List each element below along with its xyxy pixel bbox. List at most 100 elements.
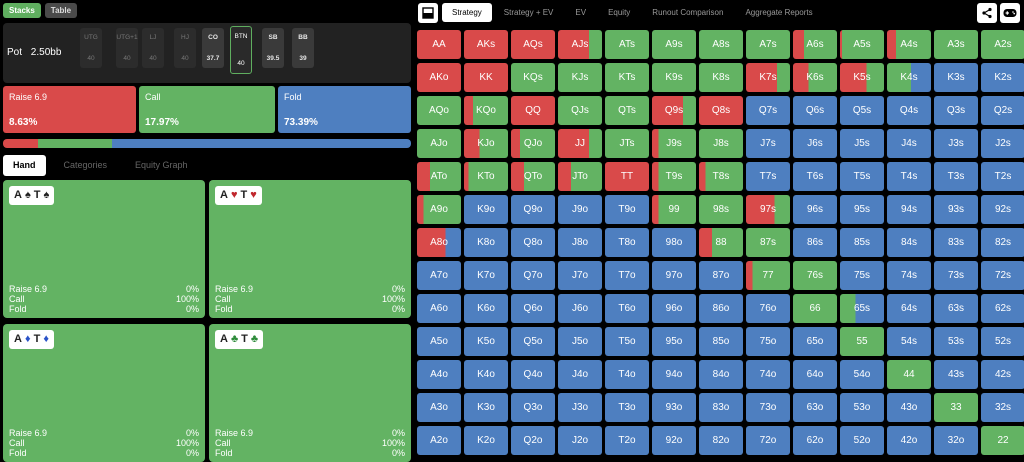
hand-cell-q3s[interactable]: Q3s <box>934 96 978 125</box>
hand-cell-99[interactable]: 99 <box>652 195 696 224</box>
hand-cell-jts[interactable]: JTs <box>605 129 649 158</box>
hand-cell-a8s[interactable]: A8s <box>699 30 743 59</box>
hand-cell-q3o[interactable]: Q3o <box>511 393 555 422</box>
hand-cell-83s[interactable]: 83s <box>934 228 978 257</box>
combo-card-0[interactable]: A ♠ T ♠ Raise 6.9 0% Call 100% Fold 0% <box>3 180 205 318</box>
hand-cell-t2o[interactable]: T2o <box>605 426 649 455</box>
hand-cell-a6o[interactable]: A6o <box>417 294 461 323</box>
hand-cell-85s[interactable]: 85s <box>840 228 884 257</box>
hand-cell-53s[interactable]: 53s <box>934 327 978 356</box>
hand-cell-k4s[interactable]: K4s <box>887 63 931 92</box>
hand-cell-33[interactable]: 33 <box>934 393 978 422</box>
hand-cell-82o[interactable]: 82o <box>699 426 743 455</box>
hand-cell-j2s[interactable]: J2s <box>981 129 1024 158</box>
fold-action-box[interactable]: Fold 73.39% <box>278 86 411 133</box>
hand-cell-t9s[interactable]: T9s <box>652 162 696 191</box>
combo-card-3[interactable]: A ♣ T ♣ Raise 6.9 0% Call 100% Fold 0% <box>209 324 411 462</box>
hand-cell-j6s[interactable]: J6s <box>793 129 837 158</box>
hand-cell-85o[interactable]: 85o <box>699 327 743 356</box>
hand-cell-j8s[interactable]: J8s <box>699 129 743 158</box>
tab-ev[interactable]: EV <box>575 8 587 17</box>
seat-btn[interactable]: BTN 40 <box>230 26 252 74</box>
hand-cell-93o[interactable]: 93o <box>652 393 696 422</box>
hand-cell-j4s[interactable]: J4s <box>887 129 931 158</box>
hand-cell-98s[interactable]: 98s <box>699 195 743 224</box>
hand-cell-j9o[interactable]: J9o <box>558 195 602 224</box>
hand-cell-t6s[interactable]: T6s <box>793 162 837 191</box>
call-action-box[interactable]: Call 17.97% <box>139 86 275 133</box>
hand-cell-87o[interactable]: 87o <box>699 261 743 290</box>
hand-cell-j4o[interactable]: J4o <box>558 360 602 389</box>
hand-cell-a6s[interactable]: A6s <box>793 30 837 59</box>
hand-cell-q5o[interactable]: Q5o <box>511 327 555 356</box>
hand-cell-t8o[interactable]: T8o <box>605 228 649 257</box>
hand-cell-k7o[interactable]: K7o <box>464 261 508 290</box>
hand-cell-k9s[interactable]: K9s <box>652 63 696 92</box>
hand-cell-64s[interactable]: 64s <box>887 294 931 323</box>
layout-toggle-icon[interactable] <box>418 3 438 23</box>
hand-cell-52o[interactable]: 52o <box>840 426 884 455</box>
hand-cell-k3s[interactable]: K3s <box>934 63 978 92</box>
hand-cell-t3o[interactable]: T3o <box>605 393 649 422</box>
hand-cell-ajo[interactable]: AJo <box>417 129 461 158</box>
hand-cell-92s[interactable]: 92s <box>981 195 1024 224</box>
hand-cell-kts[interactable]: KTs <box>605 63 649 92</box>
hand-cell-73o[interactable]: 73o <box>746 393 790 422</box>
hand-cell-a5s[interactable]: A5s <box>840 30 884 59</box>
hand-cell-kqs[interactable]: KQs <box>511 63 555 92</box>
hand-cell-a2o[interactable]: A2o <box>417 426 461 455</box>
hand-cell-qjs[interactable]: QJs <box>558 96 602 125</box>
hand-cell-74s[interactable]: 74s <box>887 261 931 290</box>
hand-cell-q7s[interactable]: Q7s <box>746 96 790 125</box>
hand-cell-t9o[interactable]: T9o <box>605 195 649 224</box>
tab-equity[interactable]: Equity <box>608 8 631 17</box>
hand-cell-k6o[interactable]: K6o <box>464 294 508 323</box>
hand-cell-94o[interactable]: 94o <box>652 360 696 389</box>
share-icon[interactable] <box>977 3 997 23</box>
hand-cell-t7s[interactable]: T7s <box>746 162 790 191</box>
hand-cell-k3o[interactable]: K3o <box>464 393 508 422</box>
hand-cell-k8s[interactable]: K8s <box>699 63 743 92</box>
hand-cell-t5s[interactable]: T5s <box>840 162 884 191</box>
seat-utg-plus-1[interactable]: UTG+1 40 <box>116 28 138 68</box>
seat-hj[interactable]: HJ 40 <box>174 28 196 68</box>
hand-cell-54o[interactable]: 54o <box>840 360 884 389</box>
seat-co[interactable]: CO 37.7 <box>202 28 224 68</box>
raise-action-box[interactable]: Raise 6.9 8.63% <box>3 86 136 133</box>
hand-cell-ajs[interactable]: AJs <box>558 30 602 59</box>
hand-cell-76s[interactable]: 76s <box>793 261 837 290</box>
hand-cell-jj[interactable]: JJ <box>558 129 602 158</box>
hand-cell-a7o[interactable]: A7o <box>417 261 461 290</box>
hand-cell-53o[interactable]: 53o <box>840 393 884 422</box>
hand-cell-kqo[interactable]: KQo <box>464 96 508 125</box>
hand-cell-j7s[interactable]: J7s <box>746 129 790 158</box>
hand-cell-95s[interactable]: 95s <box>840 195 884 224</box>
hand-cell-q4s[interactable]: Q4s <box>887 96 931 125</box>
hand-cell-kk[interactable]: KK <box>464 63 508 92</box>
hand-cell-a9s[interactable]: A9s <box>652 30 696 59</box>
hand-cell-43o[interactable]: 43o <box>887 393 931 422</box>
hand-cell-74o[interactable]: 74o <box>746 360 790 389</box>
hand-cell-q8s[interactable]: Q8s <box>699 96 743 125</box>
hand-cell-tt[interactable]: TT <box>605 162 649 191</box>
tab-categories[interactable]: Categories <box>63 160 108 170</box>
hand-cell-k2s[interactable]: K2s <box>981 63 1024 92</box>
hand-cell-j3o[interactable]: J3o <box>558 393 602 422</box>
tab-aggregate-reports[interactable]: Aggregate Reports <box>745 8 813 17</box>
hand-cell-ako[interactable]: AKo <box>417 63 461 92</box>
hand-cell-t4s[interactable]: T4s <box>887 162 931 191</box>
tab-hand[interactable]: Hand <box>3 155 46 176</box>
hand-cell-75o[interactable]: 75o <box>746 327 790 356</box>
hand-cell-a2s[interactable]: A2s <box>981 30 1024 59</box>
hand-cell-t3s[interactable]: T3s <box>934 162 978 191</box>
seat-utg[interactable]: UTG 40 <box>80 28 102 68</box>
tab-strategy[interactable]: Strategy <box>442 3 492 22</box>
hand-cell-65o[interactable]: 65o <box>793 327 837 356</box>
hand-cell-j8o[interactable]: J8o <box>558 228 602 257</box>
hand-cell-82s[interactable]: 82s <box>981 228 1024 257</box>
hand-cell-72s[interactable]: 72s <box>981 261 1024 290</box>
hand-cell-q7o[interactable]: Q7o <box>511 261 555 290</box>
hand-cell-42s[interactable]: 42s <box>981 360 1024 389</box>
hand-cell-qts[interactable]: QTs <box>605 96 649 125</box>
hand-cell-t8s[interactable]: T8s <box>699 162 743 191</box>
